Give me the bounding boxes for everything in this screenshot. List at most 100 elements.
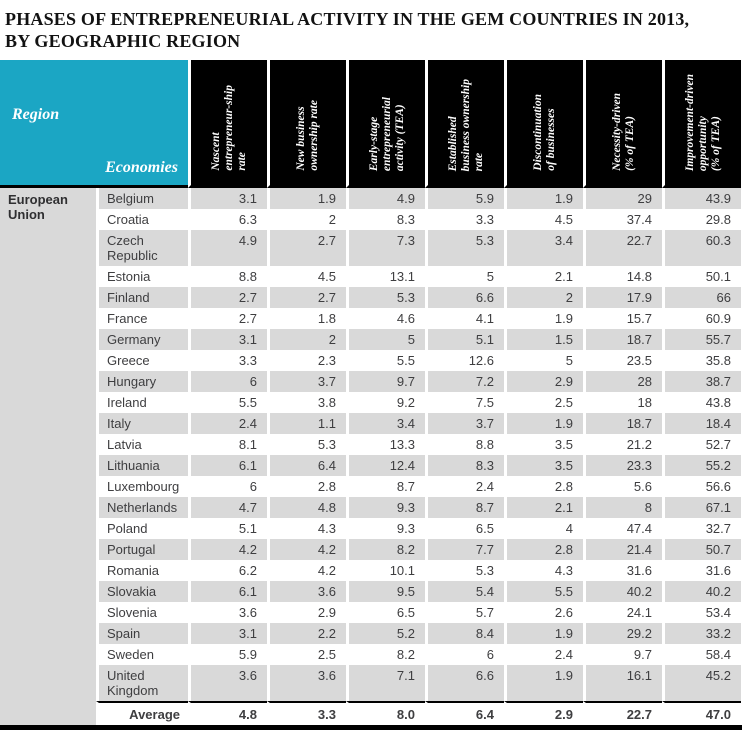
value-cell: 4.7 [188,497,267,518]
value-cell: 6 [188,476,267,497]
column-header-necessity-driven: Necessity-driven (% of TEA) [583,60,662,188]
column-header-established-rate: Established business ownership rate [425,60,504,188]
value-cell: 1.9 [504,623,583,644]
economy-name: Luxembourg [96,476,188,497]
entrepreneurial-activity-table: Region Economies Nascent entrepreneur-sh… [0,60,741,725]
value-cell: 1.9 [267,188,346,209]
column-header-nascent-rate: Nascent entrepreneur-ship rate [188,60,267,188]
value-cell: 53.4 [662,602,741,623]
table-row: Slovakia 6.1 3.6 9.5 5.4 5.5 40.2 40.2 [0,581,741,602]
value-cell: 8.1 [188,434,267,455]
value-cell: 2.8 [504,476,583,497]
value-cell: 5.3 [346,287,425,308]
value-cell: 2.7 [267,230,346,266]
economy-name: Slovakia [96,581,188,602]
value-cell: 6.5 [425,518,504,539]
value-cell: 4.2 [188,539,267,560]
value-cell: 18.7 [583,413,662,434]
table-row: Latvia 8.1 5.3 13.3 8.8 3.5 21.2 52.7 [0,434,741,455]
value-cell: 50.1 [662,266,741,287]
value-cell: 5 [504,350,583,371]
value-cell: 2.4 [188,413,267,434]
value-cell: 2.8 [504,539,583,560]
economy-name: Latvia [96,434,188,455]
value-cell: 5.3 [425,230,504,266]
value-cell: 23.5 [583,350,662,371]
average-value-cell: 3.3 [267,701,346,725]
table-row: Romania 6.2 4.2 10.1 5.3 4.3 31.6 31.6 [0,560,741,581]
value-cell: 2.7 [188,308,267,329]
value-cell: 40.2 [662,581,741,602]
average-value-cell: 22.7 [583,701,662,725]
table-row: Greece 3.3 2.3 5.5 12.6 5 23.5 35.8 [0,350,741,371]
value-cell: 5 [346,329,425,350]
column-header-new-business-rate: New business ownership rate [267,60,346,188]
value-cell: 12.6 [425,350,504,371]
economy-name: France [96,308,188,329]
table-row: Hungary 6 3.7 9.7 7.2 2.9 28 38.7 [0,371,741,392]
economy-name: Greece [96,350,188,371]
economy-name: Finland [96,287,188,308]
value-cell: 5.5 [346,350,425,371]
table-row: Italy 2.4 1.1 3.4 3.7 1.9 18.7 18.4 [0,413,741,434]
value-cell: 37.4 [583,209,662,230]
value-cell: 3.4 [346,413,425,434]
value-cell: 2.1 [504,266,583,287]
value-cell: 56.6 [662,476,741,497]
value-cell: 8.7 [425,497,504,518]
value-cell: 4.2 [267,539,346,560]
value-cell: 6.6 [425,287,504,308]
value-cell: 3.7 [267,371,346,392]
table-row: Portugal 4.2 4.2 8.2 7.7 2.8 21.4 50.7 [0,539,741,560]
value-cell: 2.1 [504,497,583,518]
value-cell: 2.3 [267,350,346,371]
value-cell: 2.2 [267,623,346,644]
average-row: Average 4.8 3.3 8.0 6.4 2.9 22.7 47.0 [0,701,741,725]
value-cell: 2.5 [267,644,346,665]
value-cell: 3.1 [188,329,267,350]
value-cell: 2.4 [425,476,504,497]
value-cell: 3.7 [425,413,504,434]
table-row: Lithuania 6.1 6.4 12.4 8.3 3.5 23.3 55.2 [0,455,741,476]
value-cell: 2.9 [267,602,346,623]
table-row: Sweden 5.9 2.5 8.2 6 2.4 9.7 58.4 [0,644,741,665]
value-cell: 5.3 [267,434,346,455]
value-cell: 1.9 [504,308,583,329]
value-cell: 8.3 [425,455,504,476]
value-cell: 17.9 [583,287,662,308]
value-cell: 31.6 [662,560,741,581]
value-cell: 6 [425,644,504,665]
average-value-cell: 4.8 [188,701,267,725]
value-cell: 6.6 [425,665,504,701]
value-cell: 16.1 [583,665,662,701]
value-cell: 2.9 [504,371,583,392]
column-header-label: Discontinuation of businesses [532,94,557,171]
value-cell: 4.2 [267,560,346,581]
value-cell: 7.2 [425,371,504,392]
region-group-label: European Union [0,188,96,725]
table-row: Netherlands 4.7 4.8 9.3 8.7 2.1 8 67.1 [0,497,741,518]
value-cell: 28 [583,371,662,392]
value-cell: 2 [267,209,346,230]
value-cell: 5.6 [583,476,662,497]
value-cell: 3.3 [425,209,504,230]
table-row: Poland 5.1 4.3 9.3 6.5 4 47.4 32.7 [0,518,741,539]
value-cell: 5.9 [425,188,504,209]
value-cell: 52.7 [662,434,741,455]
page-title-line1: PHASES OF ENTREPRENEURIAL ACTIVITY IN TH… [5,9,690,29]
value-cell: 2.7 [188,287,267,308]
value-cell: 47.4 [583,518,662,539]
value-cell: 50.7 [662,539,741,560]
economy-name: Slovenia [96,602,188,623]
economy-name: Poland [96,518,188,539]
report-page: PHASES OF ENTREPRENEURIAL ACTIVITY IN TH… [0,9,742,730]
value-cell: 6.3 [188,209,267,230]
value-cell: 8.8 [425,434,504,455]
value-cell: 5.2 [346,623,425,644]
value-cell: 31.6 [583,560,662,581]
value-cell: 40.2 [583,581,662,602]
value-cell: 4.6 [346,308,425,329]
value-cell: 1.9 [504,665,583,701]
value-cell: 3.6 [188,665,267,701]
average-label: Average [96,701,188,725]
